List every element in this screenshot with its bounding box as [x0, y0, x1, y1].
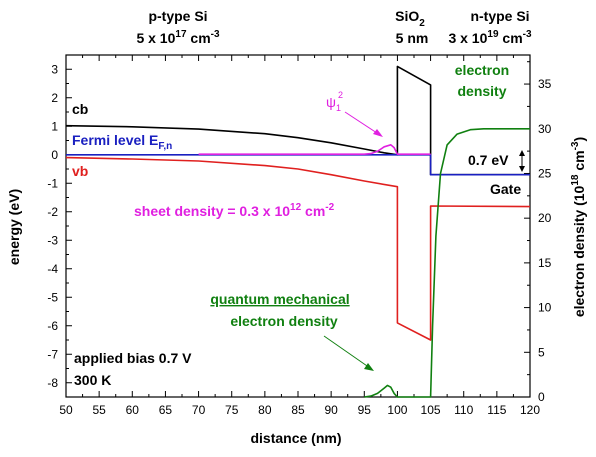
- sheet-density-label: sheet density = 0.3 x 1012 cm-2: [134, 202, 335, 219]
- x-tick-label: 70: [192, 403, 206, 417]
- y-right-tick-label: 35: [538, 77, 552, 91]
- x-axis-label: distance (nm): [250, 430, 341, 446]
- psi-arrow: [344, 111, 383, 137]
- fermi-label: Fermi level EF,n: [72, 132, 172, 152]
- y-left-tick-label: -8: [47, 376, 58, 390]
- p-type-label: p-type Si: [148, 8, 207, 24]
- series-line-2: [66, 154, 530, 176]
- y-right-tick-label: 15: [538, 256, 552, 270]
- y-left-tick-label: 3: [51, 62, 58, 76]
- voltage-gap-label: 0.7 eV: [468, 152, 509, 168]
- y-right-tick-label: 20: [538, 211, 552, 225]
- y-left-tick-label: -7: [47, 347, 58, 361]
- y-right-tick-label: 5: [538, 345, 545, 359]
- y-left-tick-label: -2: [47, 205, 58, 219]
- vb-label: vb: [72, 163, 88, 179]
- plot-frame: [65, 54, 531, 398]
- y-left-tick-label: 1: [51, 119, 58, 133]
- x-tick-label: 90: [324, 403, 338, 417]
- n-type-label: n-type Si: [470, 8, 529, 24]
- oxide-thickness-label: 5 nm: [396, 30, 429, 46]
- x-tick-label: 55: [92, 403, 106, 417]
- x-tick-label: 65: [159, 403, 173, 417]
- x-tick-label: 115: [487, 403, 506, 417]
- series-lines: [65, 65, 531, 398]
- y-left-tick-label: -6: [47, 319, 58, 333]
- electron-density-label-2: density: [457, 83, 506, 99]
- y-left-tick-label: 2: [51, 91, 58, 105]
- n-doping-label: 3 x 1019 cm-3: [448, 29, 532, 46]
- x-tick-label: 50: [59, 403, 73, 417]
- qm-arrow: [323, 335, 374, 371]
- x-tick-label: 110: [454, 403, 473, 417]
- voltage-gap-arrow: [519, 150, 525, 172]
- y-left-tick-label: -5: [47, 290, 58, 304]
- x-tick-label: 80: [258, 403, 272, 417]
- x-tick-label: 85: [291, 403, 305, 417]
- gate-label: Gate: [490, 181, 521, 197]
- cb-label: cb: [72, 101, 88, 117]
- qm-label-2: electron density: [230, 313, 338, 329]
- oxide-label: SiO2: [395, 8, 425, 29]
- psi-label: ψ1: [326, 94, 341, 113]
- y-left-tick-label: -3: [47, 233, 58, 247]
- temperature-label: 300 K: [74, 372, 111, 388]
- series-line-0: [65, 65, 530, 176]
- y-left-tick-label: -1: [47, 176, 58, 190]
- psi-superscript: 2: [338, 90, 343, 100]
- qm-label-1: quantum mechanical: [210, 291, 349, 307]
- x-tick-label: 120: [520, 403, 540, 417]
- series-line-1: [65, 156, 531, 341]
- y-left-tick-label: 0: [51, 148, 58, 162]
- y-right-tick-label: 25: [538, 166, 552, 180]
- x-tick-label: 75: [225, 403, 239, 417]
- bias-label: applied bias 0.7 V: [74, 350, 192, 366]
- y-axis-left-label: energy (eV): [6, 189, 22, 265]
- series-line-3: [198, 144, 431, 155]
- series-line-4: [364, 128, 530, 398]
- y-axis-right-label: electron density (1018 cm-3): [570, 137, 587, 317]
- p-doping-label: 5 x 1017 cm-3: [136, 29, 220, 46]
- axes: 50 55 60 65 70 75 80 85 90 95 100 105 110 115 1203210-…: [47, 54, 552, 417]
- electron-density-label-1: electron: [455, 62, 509, 78]
- y-right-tick-label: 30: [538, 122, 552, 136]
- y-right-tick-label: 10: [538, 301, 552, 315]
- x-tick-label: 95: [358, 403, 372, 417]
- x-tick-label: 60: [126, 403, 140, 417]
- x-tick-label: 100: [387, 403, 407, 417]
- y-right-tick-label: 0: [538, 390, 545, 404]
- y-left-tick-label: -4: [47, 262, 58, 276]
- x-tick-label: 105: [421, 403, 441, 417]
